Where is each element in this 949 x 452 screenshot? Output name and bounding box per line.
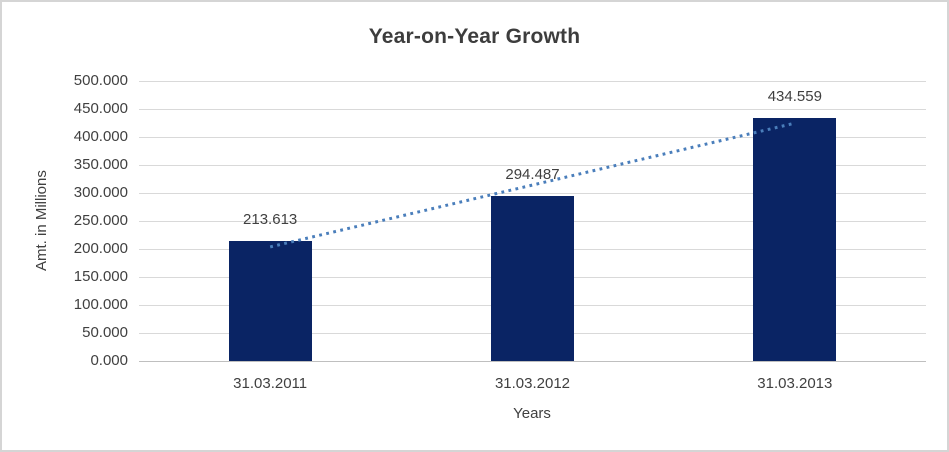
data-label: 294.487 [505,166,560,184]
y-tick-label: 450.000 [73,100,128,117]
x-axis-title: Years [513,405,551,422]
x-tick-label: 31.03.2011 [233,375,308,392]
y-tick-label: 400.000 [73,128,128,145]
y-tick-label: 350.000 [73,156,128,173]
x-axis-line [139,361,926,362]
bar [753,117,837,361]
y-gridline [139,81,926,82]
data-label: 434.559 [767,87,822,105]
y-tick-label: 150.000 [73,268,128,285]
y-tick-label: 100.000 [73,296,128,313]
bar [228,241,312,361]
x-tick-label: 31.03.2013 [757,375,833,392]
x-tick-label: 31.03.2012 [494,375,571,392]
y-tick-label: 200.000 [73,240,128,257]
y-tick-label: 0.000 [90,352,128,369]
y-gridline [139,109,926,110]
data-label: 213.613 [243,211,298,229]
y-tick-label: 500.000 [73,72,128,89]
y-tick-label: 250.000 [73,212,128,229]
bar [491,196,574,361]
chart-title: Year-on-Year Growth [368,25,581,48]
y-tick-label: 300.000 [73,184,128,201]
y-tick-label: 50.000 [82,324,128,341]
